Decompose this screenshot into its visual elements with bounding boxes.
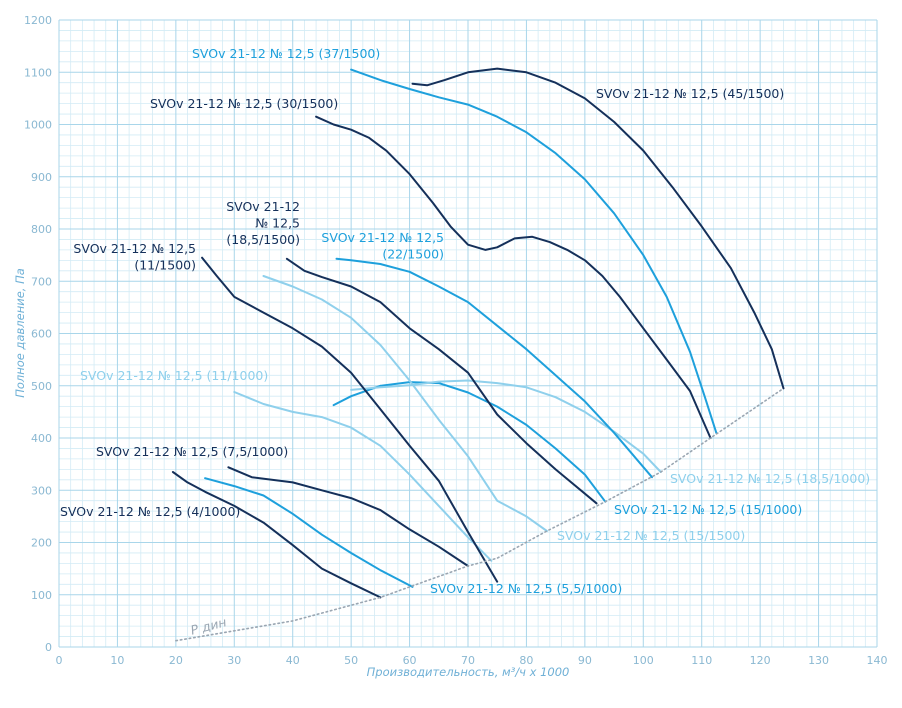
dynamic-pressure-line (175, 387, 785, 642)
x-tick-label: 140 (867, 654, 888, 667)
curve-label: SVOv 21-12 № 12,5 (37/1500) (192, 46, 380, 61)
performance-curve (201, 256, 499, 583)
performance-curve (411, 67, 785, 390)
x-tick-label: 50 (344, 654, 358, 667)
curve-label: SVOv 21-12 № 12,5 (15/1000) (614, 502, 802, 517)
x-tick-label: 40 (286, 654, 300, 667)
curve-label: SVOv 21-12 № 12,5 (30/1500) (150, 96, 338, 111)
y-axis-title: Полное давление, Па (13, 268, 27, 398)
curve-label: Р дин (189, 614, 228, 637)
y-tick-label: 800 (31, 223, 52, 236)
x-tick-label: 10 (110, 654, 124, 667)
y-tick-label: 700 (31, 275, 52, 288)
performance-curve (233, 391, 493, 562)
x-tick-label: 100 (633, 654, 654, 667)
y-tick-label: 1100 (24, 66, 52, 79)
y-tick-label: 1000 (24, 119, 52, 132)
y-tick-label: 900 (31, 171, 52, 184)
performance-curve (285, 257, 598, 505)
curve-label: SVOv 21-12 (226, 199, 300, 214)
performance-curve (332, 381, 607, 503)
curve-label: SVOv 21-12 № 12,5 (18,5/1000) (670, 471, 870, 486)
curve-label: SVOv 21-12 № 12,5 (4/1000) (60, 504, 240, 519)
curve-label: (18,5/1500) (226, 232, 300, 247)
performance-curve (315, 115, 712, 439)
x-axis-title: Производительность, м³/ч х 1000 (367, 665, 570, 679)
y-tick-label: 600 (31, 328, 52, 341)
x-tick-label: 60 (403, 654, 417, 667)
curve-label: (11/1500) (134, 258, 196, 273)
x-tick-label: 0 (56, 654, 63, 667)
x-tick-label: 130 (808, 654, 829, 667)
x-tick-label: 20 (169, 654, 183, 667)
y-tick-label: 200 (31, 537, 52, 550)
y-tick-label: 500 (31, 380, 52, 393)
performance-curve (227, 466, 469, 567)
curve-label: SVOv 21-12 № 12,5 (15/1500) (557, 528, 745, 543)
curve-label: № 12,5 (255, 216, 300, 231)
performance-curve (171, 471, 382, 599)
x-tick-label: 120 (750, 654, 771, 667)
y-tick-label: 0 (45, 641, 52, 654)
x-tick-label: 70 (461, 654, 475, 667)
performance-curve (335, 257, 653, 479)
performance-curve (204, 477, 414, 588)
performance-curve (350, 379, 662, 473)
y-tick-label: 1200 (24, 14, 52, 27)
y-tick-label: 300 (31, 484, 52, 497)
curve-label: SVOv 21-12 № 12,5 (73, 241, 196, 256)
y-tick-label: 400 (31, 432, 52, 445)
performance-curve (350, 68, 718, 434)
x-tick-label: 80 (519, 654, 533, 667)
curve-label: SVOv 21-12 № 12,5 (11/1000) (80, 368, 268, 383)
curve-label: SVOv 21-12 № 12,5 (321, 230, 444, 245)
x-tick-label: 110 (691, 654, 712, 667)
performance-curve (262, 275, 548, 532)
x-tick-label: 90 (578, 654, 592, 667)
curve-label: SVOv 21-12 № 12,5 (7,5/1000) (96, 444, 288, 459)
y-tick-label: 100 (31, 589, 52, 602)
curve-label: (22/1500) (382, 247, 444, 262)
curve-label: SVOv 21-12 № 12,5 (5,5/1000) (430, 581, 622, 596)
grid (58, 19, 878, 648)
x-tick-label: 30 (227, 654, 241, 667)
curve-label: SVOv 21-12 № 12,5 (45/1500) (596, 86, 784, 101)
